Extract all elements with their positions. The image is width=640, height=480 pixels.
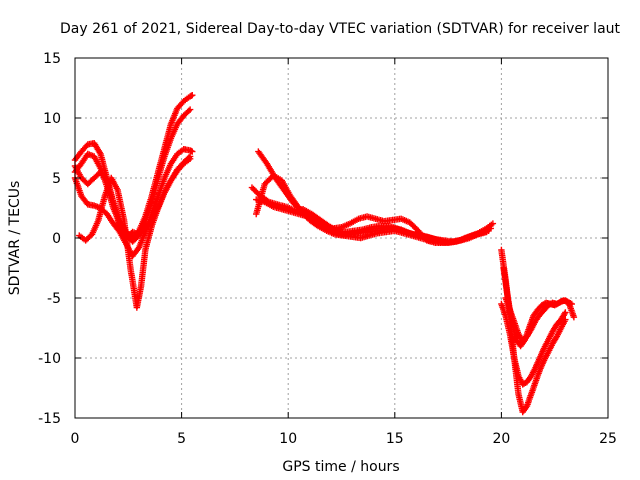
x-tick-label: 25 bbox=[599, 431, 617, 447]
y-tick-label: 5 bbox=[52, 171, 61, 187]
y-tick-label: -15 bbox=[38, 411, 61, 427]
series-arc-m bbox=[502, 294, 578, 345]
x-tick-label: 0 bbox=[71, 431, 80, 447]
x-axis-label: GPS time / hours bbox=[282, 459, 399, 475]
series-arc-c bbox=[71, 146, 196, 260]
series-arc-k bbox=[498, 300, 569, 388]
y-tick-label: -5 bbox=[47, 291, 61, 307]
series-arc-d bbox=[76, 155, 194, 311]
y-tick-label: -10 bbox=[38, 351, 61, 367]
y-tick-label: 10 bbox=[43, 111, 61, 127]
x-tick-label: 10 bbox=[279, 431, 297, 447]
series-trail bbox=[72, 146, 195, 258]
series-trail bbox=[72, 154, 192, 240]
series-arc-i bbox=[253, 196, 490, 245]
y-axis-label: SDTVAR / TECUs bbox=[7, 181, 23, 296]
data-marks bbox=[71, 92, 578, 416]
series-trail bbox=[503, 296, 577, 344]
x-tick-label: 5 bbox=[177, 431, 186, 447]
y-tick-label: 0 bbox=[52, 231, 61, 247]
series-trail bbox=[254, 196, 488, 245]
y-tick-label: 15 bbox=[43, 51, 61, 67]
series-arc-e bbox=[71, 153, 194, 242]
x-tick-label: 20 bbox=[492, 431, 510, 447]
axis-ticks: 0 5 10 15 20 25 -15 -10 -5 0 5 10 15 bbox=[38, 51, 617, 447]
series-trail bbox=[72, 92, 195, 240]
series-trail bbox=[498, 302, 568, 387]
chart-title: Day 261 of 2021, Sidereal Day-to-day VTE… bbox=[60, 21, 621, 37]
x-tick-label: 15 bbox=[386, 431, 404, 447]
